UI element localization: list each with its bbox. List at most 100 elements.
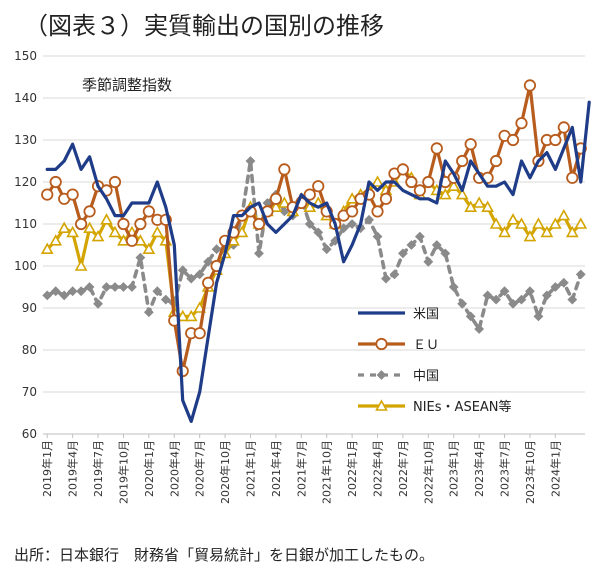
data-point — [42, 290, 53, 301]
data-point — [59, 290, 70, 301]
data-point — [430, 142, 443, 155]
y-tick-label: 150 — [14, 49, 37, 63]
data-point — [252, 217, 266, 231]
data-point — [125, 234, 139, 247]
x-tick-label: 2019年4月 — [66, 440, 80, 497]
data-point — [364, 214, 374, 225]
data-point — [558, 277, 569, 288]
y-tick-label: 90 — [22, 301, 37, 315]
data-point — [431, 240, 442, 250]
data-point — [142, 242, 156, 254]
data-point — [269, 200, 283, 212]
data-point — [372, 231, 383, 242]
legend-swatch-marker — [375, 337, 388, 351]
data-point — [74, 259, 88, 271]
data-point — [508, 298, 518, 309]
data-point — [75, 217, 88, 231]
data-point — [423, 256, 434, 267]
y-tick-label: 60 — [22, 427, 37, 441]
data-point — [110, 282, 120, 292]
data-point — [278, 163, 291, 176]
series-0 — [45, 100, 591, 423]
seasonal-adjustment-note: 季節調整指数 — [82, 76, 172, 94]
data-point — [108, 175, 122, 189]
x-tick-label: 2024年1月 — [548, 440, 562, 497]
x-tick-label: 2023年7月 — [498, 440, 512, 497]
data-point — [448, 282, 459, 292]
data-point — [57, 221, 71, 233]
data-point — [566, 171, 579, 184]
data-point — [550, 282, 561, 292]
data-point — [482, 290, 493, 301]
data-point — [193, 327, 206, 340]
data-point — [277, 196, 291, 208]
data-point — [108, 225, 122, 238]
data-point — [66, 225, 80, 238]
x-tick-label: 2022年1月 — [345, 440, 359, 497]
x-tick-label: 2020年4月 — [167, 440, 181, 497]
data-point — [371, 205, 384, 218]
data-point — [413, 184, 426, 197]
legend-label: 米国 — [413, 307, 439, 322]
data-point — [472, 196, 486, 208]
source-note: 出所：日本銀行 財務省「貿易統計」を日銀が加工したもの。 — [14, 546, 435, 564]
data-point — [176, 309, 190, 322]
data-point — [211, 244, 222, 255]
data-point — [574, 217, 588, 229]
gridlines — [43, 55, 585, 435]
data-point — [549, 133, 562, 147]
x-tick-label: 2019年10月 — [116, 440, 130, 504]
data-point — [49, 234, 63, 246]
data-point — [567, 294, 578, 305]
data-point — [279, 206, 290, 217]
data-point — [152, 286, 163, 297]
x-tick-label: 2022年10月 — [421, 440, 435, 504]
data-point — [498, 225, 511, 238]
legend-label: 中国 — [413, 369, 439, 384]
data-point — [101, 282, 112, 292]
x-tick-label: 2020年7月 — [193, 440, 207, 497]
x-tick-label: 2020年1月 — [142, 440, 156, 497]
data-point — [464, 200, 478, 212]
chart-title: （図表３）実質輸出の国別の推移 — [24, 12, 384, 40]
data-point — [371, 175, 384, 187]
data-point — [474, 324, 485, 334]
x-tick-label: 2022年7月 — [396, 440, 410, 497]
data-point — [143, 307, 154, 318]
data-point — [203, 256, 214, 267]
data-point — [66, 188, 79, 201]
data-point — [506, 213, 520, 225]
y-tick-label: 110 — [14, 217, 37, 231]
legend-swatch-marker — [376, 370, 387, 380]
x-tick-label: 2021年10月 — [320, 440, 334, 504]
data-point — [338, 223, 349, 234]
data-point — [245, 156, 256, 166]
x-tick-label: 2023年10月 — [523, 440, 537, 504]
data-point — [557, 208, 571, 221]
data-point — [202, 276, 215, 289]
data-point — [489, 217, 503, 229]
data-point — [379, 192, 393, 205]
data-point — [515, 217, 528, 229]
y-tick-label: 80 — [22, 343, 37, 357]
data-point — [516, 294, 527, 305]
y-tick-label: 130 — [14, 133, 37, 147]
data-point — [313, 227, 324, 238]
data-point — [127, 282, 137, 292]
data-point — [540, 225, 554, 238]
data-point — [422, 175, 435, 189]
data-point — [347, 219, 358, 229]
data-point — [525, 286, 535, 297]
x-tick-label: 2020年10月 — [218, 440, 232, 504]
data-point — [93, 298, 103, 309]
data-point — [135, 252, 146, 263]
data-point — [456, 154, 469, 168]
data-point — [50, 286, 61, 297]
data-point — [160, 294, 171, 305]
data-point — [440, 248, 451, 259]
legend-swatch-marker — [375, 399, 388, 411]
data-point — [91, 229, 105, 242]
y-tick-label: 140 — [14, 91, 37, 105]
x-tick-label: 2019年7月 — [91, 440, 105, 497]
data-point — [117, 217, 130, 231]
